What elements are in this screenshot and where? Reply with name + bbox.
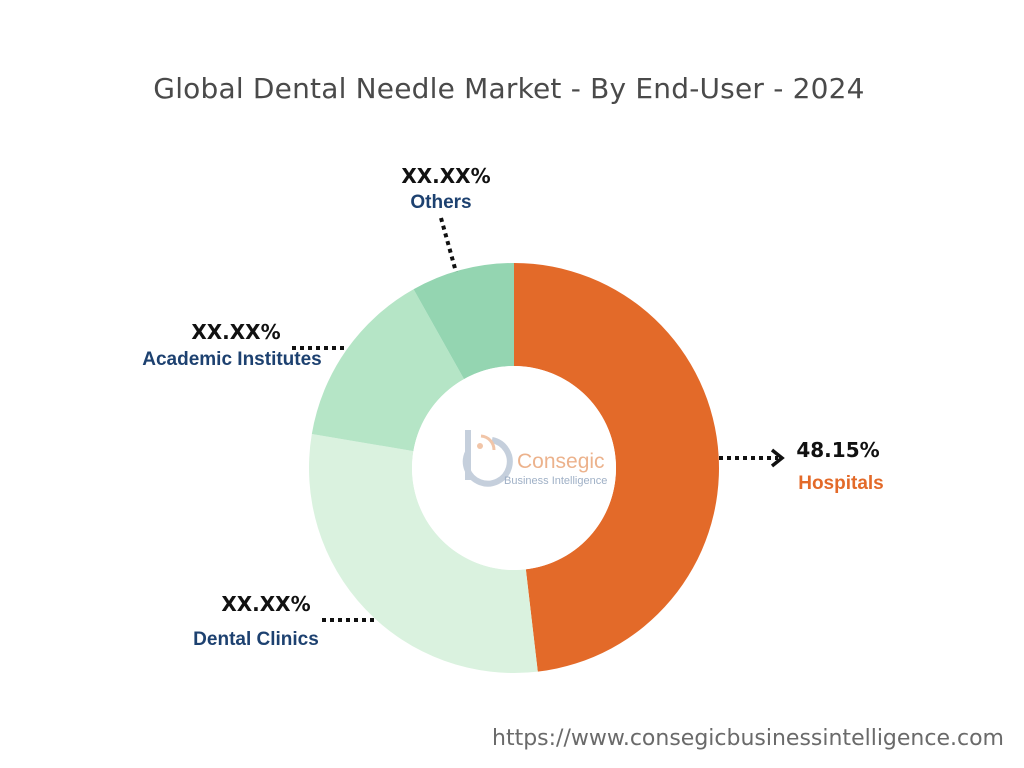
value-label-hospitals: 48.15% bbox=[796, 438, 879, 462]
leader-others bbox=[439, 217, 458, 273]
category-label-dental-clinics: Dental Clinics bbox=[193, 629, 319, 650]
slice-hospitals bbox=[514, 263, 720, 672]
logo-icon bbox=[462, 430, 513, 487]
chart-title: Global Dental Needle Market - By End-Use… bbox=[153, 72, 865, 105]
arrow-head-icon bbox=[770, 448, 785, 468]
value-label-dental-clinics: XX.XX% bbox=[221, 592, 310, 616]
category-label-hospitals: Hospitals bbox=[798, 473, 884, 494]
category-label-academic-institutes: Academic Institutes bbox=[142, 349, 322, 370]
logo-name: Consegic bbox=[517, 450, 605, 473]
logo-tagline: Business Intelligence bbox=[504, 475, 607, 487]
donut-hole bbox=[412, 366, 616, 570]
footer-url[interactable]: https://www.consegicbusinessintelligence… bbox=[492, 726, 1004, 751]
value-label-others: XX.XX% bbox=[401, 164, 490, 188]
slice-dental-clinics bbox=[308, 434, 538, 673]
value-label-academic-institutes: XX.XX% bbox=[191, 320, 280, 344]
category-label-others: Others bbox=[410, 192, 471, 213]
slice-academic-institutes bbox=[311, 289, 465, 452]
slice-others bbox=[413, 263, 514, 380]
slices-group bbox=[308, 263, 720, 673]
